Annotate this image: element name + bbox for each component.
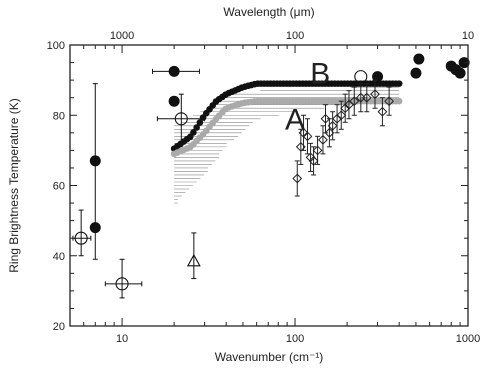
y-tick-label: 100 — [47, 40, 65, 52]
open-diamond-point — [320, 113, 331, 124]
model-bands — [170, 80, 403, 204]
open-diamond-point — [302, 131, 313, 142]
annotation-a: A — [285, 103, 305, 136]
open-diamond-point — [292, 173, 303, 184]
open-diamond-point — [327, 120, 338, 131]
filled-circle-point — [410, 67, 422, 79]
filled-circle-point — [89, 222, 101, 234]
open-triangle-point — [186, 253, 201, 267]
open-diamond-point — [384, 96, 395, 107]
open-diamond-point — [377, 106, 388, 117]
open-diamond-point — [336, 110, 347, 121]
x2-tick-label: 100 — [286, 30, 304, 42]
y-tick-label: 20 — [53, 321, 65, 333]
open-diamond-point — [318, 134, 328, 145]
filled-circle-point — [454, 67, 466, 79]
x2-tick-label: 10 — [462, 30, 474, 42]
open-diamond-point — [312, 145, 323, 156]
y-tick-label: 80 — [53, 110, 65, 122]
filled-circle-point — [372, 71, 384, 83]
open-diamond-point — [308, 156, 319, 166]
filled-circle-point — [168, 65, 180, 77]
band-marker — [395, 97, 403, 105]
x-tick-label: 100 — [286, 333, 304, 345]
open-diamond-point — [370, 89, 380, 100]
open-diamond-point — [349, 96, 360, 107]
x-tick-label: 10 — [116, 333, 128, 345]
annotations: BA — [285, 58, 330, 137]
open-circle-point — [115, 277, 129, 291]
band-marker — [190, 129, 197, 136]
open-diamond-point — [340, 103, 351, 114]
open-circle-point — [354, 70, 368, 84]
open-circle-point — [74, 231, 88, 245]
data-points — [72, 53, 470, 299]
y-tick-label: 40 — [53, 251, 65, 263]
x2-tick-label: 1000 — [110, 30, 134, 42]
annotation-b: B — [310, 58, 330, 91]
x-tick-label: 1000 — [456, 333, 480, 345]
band-marker — [193, 124, 200, 131]
open-diamond-point — [361, 92, 372, 103]
top-axis-title: Wavelength (μm) — [223, 5, 314, 19]
open-diamond-point — [332, 113, 342, 124]
filled-circle-point — [413, 53, 425, 65]
band-marker — [395, 80, 403, 87]
open-circle-point — [174, 112, 188, 126]
tick-labels: 20 40 60 80 100 10 100 1000 1000 100 10 — [47, 30, 481, 345]
bottom-axis-title: Wavenumber (cm⁻¹) — [215, 350, 324, 364]
filled-circle-point — [168, 95, 180, 107]
y-tick-label: 60 — [53, 181, 65, 193]
left-axis-title: Ring Brightness Temperature (K) — [7, 98, 21, 273]
band-marker — [196, 119, 204, 126]
axis-ticks — [69, 44, 469, 327]
